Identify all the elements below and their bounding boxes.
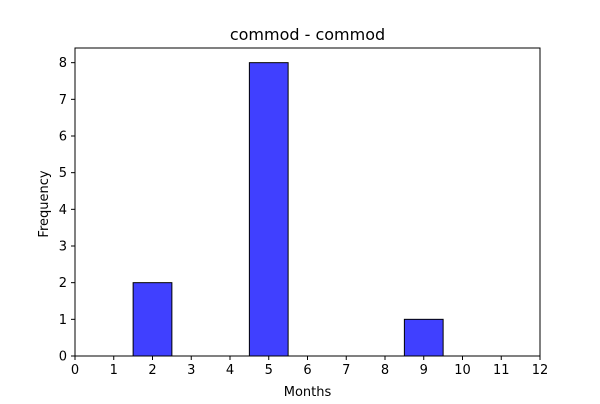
y-tick-label: 1 [59, 313, 67, 328]
y-axis-label: Frequency [37, 170, 52, 237]
y-tick-label: 8 [59, 56, 67, 71]
x-tick-label: 8 [381, 363, 389, 378]
y-tick-label: 5 [59, 166, 67, 181]
histogram-bar [132, 282, 173, 357]
x-tick-label: 5 [265, 363, 273, 378]
x-tick-label: 4 [226, 363, 234, 378]
x-tick-label: 9 [420, 363, 428, 378]
bars-layer [132, 62, 444, 357]
histogram-bar [248, 62, 289, 357]
x-tick-label: 11 [493, 363, 510, 378]
y-tick-label: 2 [59, 276, 67, 291]
x-tick-label: 0 [71, 363, 79, 378]
y-tick-label: 3 [59, 240, 67, 255]
x-tick-label: 10 [454, 363, 471, 378]
x-tick-label: 7 [342, 363, 350, 378]
y-tick-label: 0 [59, 350, 67, 365]
y-tick-label: 4 [59, 203, 67, 218]
histogram-bar [403, 318, 444, 357]
y-tick-label: 6 [59, 130, 67, 145]
x-tick-label: 6 [303, 363, 311, 378]
x-tick-label: 1 [110, 363, 118, 378]
y-tick-label: 7 [59, 93, 67, 108]
x-axis-label: Months [284, 385, 332, 400]
x-tick-label: 2 [148, 363, 156, 378]
x-tick-label: 3 [187, 363, 195, 378]
x-tick-label: 12 [532, 363, 549, 378]
chart-title: commod - commod [230, 25, 385, 44]
